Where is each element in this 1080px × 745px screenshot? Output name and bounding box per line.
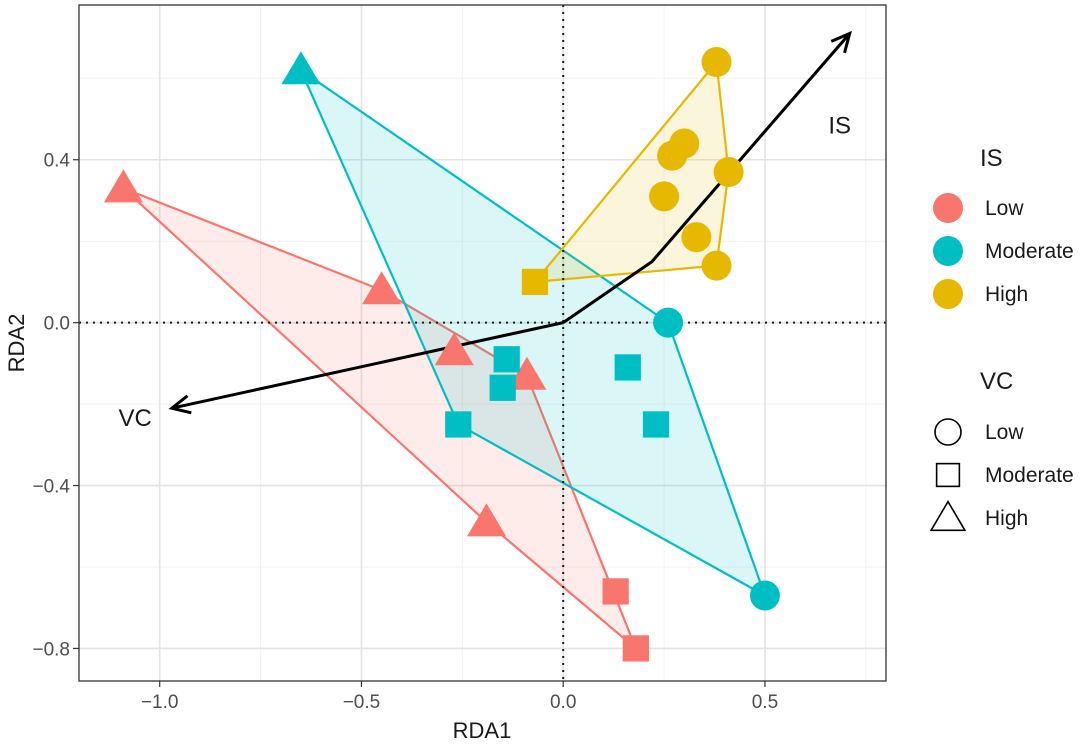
arrow-label-vc: VC [118,405,151,432]
legend-title-vc: VC [980,368,1013,395]
legend-label-vc-moderate: Moderate [985,464,1074,487]
arrowhead-is [830,30,852,54]
y-tick-label: 0.4 [44,151,71,172]
legend-key-vc-low [934,418,962,446]
point-low-moderate [622,635,649,662]
hull-low [122,187,637,650]
y-tick-label: −0.4 [32,477,70,498]
point-moderate-low [749,580,780,611]
legend-key-vc-moderate [935,462,961,488]
point-high-low [701,47,732,78]
point-high-moderate [521,268,549,296]
x-tick-label: −1.0 [141,692,179,713]
legend: IS Low Moderate High VC Low Moderate High [929,145,1074,532]
legend-label-vc-low: Low [985,421,1024,444]
arrow-label-is: IS [828,113,851,140]
point-high-low [657,140,688,171]
x-tick-label: 0.5 [752,692,778,713]
point-moderate-moderate [445,411,472,438]
point-high-low [649,181,680,212]
x-axis-ticks: −1.0 −0.5 0.0 0.5 [141,681,778,713]
legend-label-is-low: Low [985,197,1024,220]
data-points [103,47,780,662]
arrowhead-vc [168,394,192,415]
y-axis-ticks: −0.8 −0.4 0.0 0.4 [32,151,79,660]
point-low-moderate [602,578,629,605]
point-high-low [701,250,732,281]
plot-panel-background [79,5,886,681]
point-low-high [507,356,547,390]
point-low-high [362,271,402,305]
x-tick-label: −0.5 [343,692,381,713]
legend-label-is-high: High [985,283,1028,306]
point-moderate-high [281,51,321,85]
y-tick-label: 0.0 [44,314,70,335]
reference-lines [79,5,886,681]
legend-key-vc-high [929,500,967,532]
point-moderate-moderate [614,354,641,381]
biplot-arrows: IS VC [118,30,852,432]
legend-title-is: IS [980,145,1003,172]
y-axis-title: RDA2 [4,314,29,373]
point-moderate-low [653,307,684,338]
plot-panel-border [78,4,887,682]
legend-key-is-high [933,279,963,309]
point-low-high [467,503,507,537]
grid-minor [79,5,886,681]
point-low-high [434,332,474,366]
point-moderate-moderate [493,346,520,373]
x-axis-title: RDA1 [453,718,512,743]
arrow-is [562,32,851,324]
legend-key-is-low [933,193,963,223]
arrow-vc [171,321,564,410]
legend-label-is-moderate: Moderate [985,240,1074,263]
point-moderate-moderate [489,374,516,401]
point-high-low [681,222,712,253]
legend-key-is-moderate [933,236,963,266]
x-tick-label: 0.0 [550,692,576,713]
point-low-high [103,169,143,203]
point-moderate-moderate [642,411,670,438]
legend-label-vc-high: High [985,507,1028,530]
point-high-low [713,156,744,187]
y-tick-label: −0.8 [32,639,70,660]
